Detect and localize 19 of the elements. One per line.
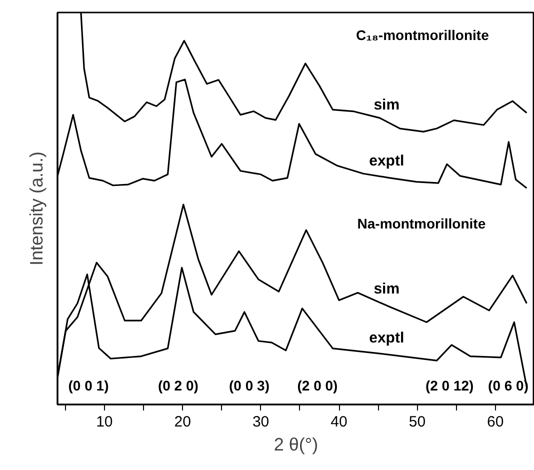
x-tick-label: 20 [174, 414, 191, 430]
annotation: (0 2 0) [158, 378, 198, 394]
x-tick-label: 10 [96, 414, 113, 430]
annotation: (0 0 3) [229, 378, 270, 394]
series-label: sim [374, 280, 400, 298]
series-label: exptl [369, 152, 404, 170]
series-label: exptl [369, 329, 404, 346]
annotation: Na-montmorillonite [357, 215, 486, 232]
annotation: (2 0 12) [425, 378, 474, 394]
x-tick-label: 60 [487, 414, 504, 430]
annotation: (0 0 1) [68, 378, 109, 394]
series-label: sim [374, 96, 400, 114]
x-tick-label: 40 [330, 414, 348, 430]
annotation: (2 0 0) [297, 378, 338, 394]
x-tick-label: 50 [408, 414, 426, 430]
y-axis-title: Intensity (a.u.) [26, 151, 46, 266]
x-axis-title: 2 θ(°) [274, 434, 318, 454]
annotation: C₁₈-montmorillonite [356, 27, 490, 44]
x-tick-label: 30 [252, 414, 270, 430]
